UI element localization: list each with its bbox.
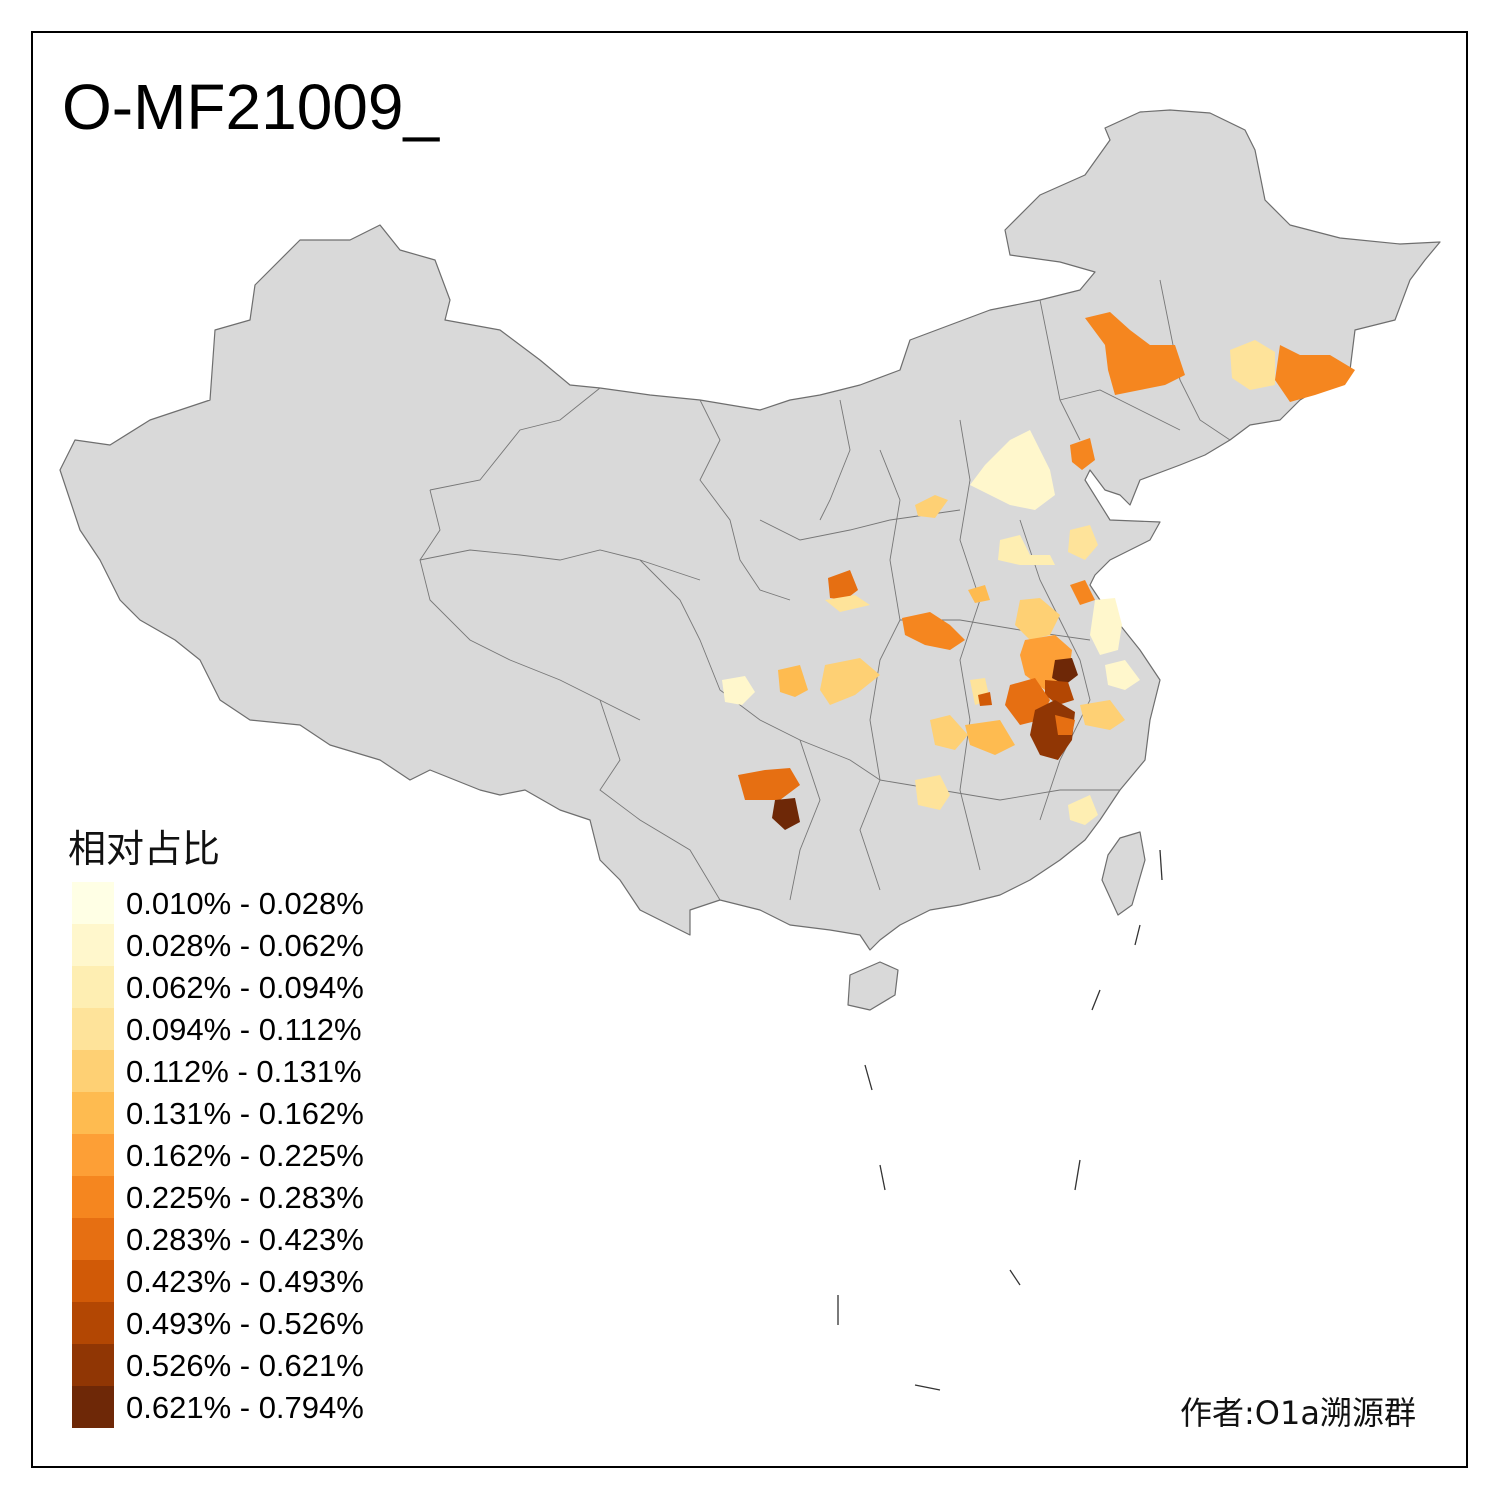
legend-label: 0.621% - 0.794%: [126, 1390, 364, 1425]
legend-label: 0.423% - 0.493%: [126, 1264, 364, 1299]
region-anhui-south: [1045, 680, 1074, 705]
region-shanxi-a: [915, 495, 948, 518]
region-jiangsu-south: [1105, 660, 1140, 690]
region-fujian: [1068, 795, 1098, 825]
region-henan-west: [902, 612, 965, 650]
region-yunnan-kunming: [772, 798, 800, 830]
legend-item: 0.423% - 0.493%: [72, 1260, 432, 1302]
region-henan-a: [968, 585, 990, 603]
legend-swatch: [72, 966, 114, 1008]
region-jilin: [1230, 340, 1275, 390]
south-china-sea-islands: [837, 849, 1163, 1391]
legend-title: 相对占比: [68, 827, 221, 871]
region-shaanxi-mid: [825, 595, 870, 612]
legend-label: 0.094% - 0.112%: [126, 1012, 362, 1047]
author-credit: 作者:O1a溯源群: [1180, 1394, 1416, 1432]
region-sichuan-west: [722, 676, 755, 705]
legend-swatch: [72, 1008, 114, 1050]
legend-item: 0.131% - 0.162%: [72, 1092, 432, 1134]
hainan-island: [847, 961, 899, 1011]
taiwan-island: [1101, 831, 1146, 916]
legend-item: 0.010% - 0.028%: [72, 882, 432, 924]
legend-item: 0.621% - 0.794%: [72, 1386, 432, 1428]
region-hunan-a: [930, 715, 968, 750]
legend-item: 0.112% - 0.131%: [72, 1050, 432, 1092]
legend-label: 0.028% - 0.062%: [126, 928, 364, 963]
legend-swatch: [72, 1092, 114, 1134]
legend-label: 0.010% - 0.028%: [126, 886, 364, 921]
region-inner-mongolia-east: [1085, 312, 1185, 395]
legend-swatch: [72, 1260, 114, 1302]
legend-item: 0.162% - 0.225%: [72, 1134, 432, 1176]
region-heilongjiang-east: [1275, 345, 1355, 402]
legend-item: 0.028% - 0.062%: [72, 924, 432, 966]
legend-swatch: [72, 1134, 114, 1176]
region-anhui-north: [1015, 598, 1060, 640]
region-yunnan-north: [738, 768, 800, 800]
legend-item: 0.094% - 0.112%: [72, 1008, 432, 1050]
region-shandong-a: [1068, 525, 1098, 560]
legend-label: 0.131% - 0.162%: [126, 1096, 364, 1131]
map-title: O-MF21009_: [62, 71, 440, 143]
region-hunan-b: [915, 775, 950, 810]
region-jiangxi-north: [1030, 700, 1075, 760]
choropleth-regions: [722, 312, 1355, 830]
region-jiangsu-north: [1070, 580, 1095, 605]
region-hunan-north: [965, 720, 1015, 755]
map-frame: [31, 31, 1468, 1468]
legend-swatch: [72, 1218, 114, 1260]
china-mainland: [59, 109, 1441, 951]
legend-item: 0.225% - 0.283%: [72, 1176, 432, 1218]
region-anhui-hefei: [1052, 658, 1078, 685]
region-jiangxi-a: [1055, 715, 1075, 735]
legend-label: 0.493% - 0.526%: [126, 1306, 364, 1341]
legend-label: 0.112% - 0.131%: [126, 1054, 362, 1089]
region-liaoning-west: [1070, 438, 1095, 470]
legend-swatch: [72, 1386, 114, 1428]
legend-swatch: [72, 924, 114, 966]
region-sichuan-east: [820, 658, 880, 705]
legend-swatch: [72, 882, 114, 924]
legend-item: 0.526% - 0.621%: [72, 1344, 432, 1386]
region-hebei-south: [998, 535, 1055, 565]
region-hebei-north: [970, 430, 1055, 510]
legend-swatch: [72, 1302, 114, 1344]
legend-item: 0.283% - 0.423%: [72, 1218, 432, 1260]
region-hubei-b: [978, 692, 992, 706]
region-zhejiang-north: [1080, 700, 1125, 730]
legend-swatch: [72, 1176, 114, 1218]
legend-swatch: [72, 1344, 114, 1386]
legend-label: 0.225% - 0.283%: [126, 1180, 364, 1215]
region-shaanxi-north: [828, 570, 858, 600]
province-borders: [419, 279, 1231, 901]
legend-label: 0.062% - 0.094%: [126, 970, 364, 1005]
legend-label: 0.162% - 0.225%: [126, 1138, 364, 1173]
region-jiangsu-mid: [1090, 598, 1122, 655]
legend-item: 0.493% - 0.526%: [72, 1302, 432, 1344]
legend-swatch: [72, 1050, 114, 1092]
legend-label: 0.526% - 0.621%: [126, 1348, 364, 1383]
legend-item: 0.062% - 0.094%: [72, 966, 432, 1008]
legend-label: 0.283% - 0.423%: [126, 1222, 364, 1257]
region-sichuan-mid: [778, 665, 808, 697]
